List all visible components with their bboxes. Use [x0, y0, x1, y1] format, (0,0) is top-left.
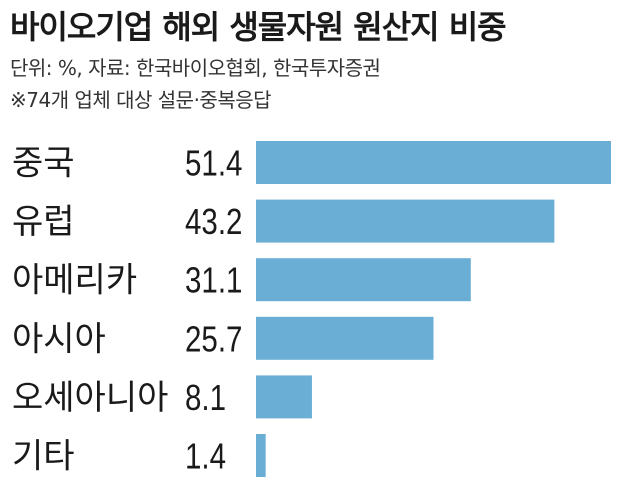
- value-label: 8.1: [185, 377, 226, 417]
- chart-subtitle-note: ※74개 업체 대상 설문·중복응답: [10, 88, 272, 112]
- bar: [256, 141, 611, 184]
- chart-title: 바이오기업 해외 생물자원 원산지 비중: [10, 8, 507, 46]
- value-label: 25.7: [185, 318, 242, 358]
- chart-subtitle-source: 단위: %, 자료: 한국바이오협회, 한국투자증권: [10, 56, 381, 80]
- category-label: 오세아니아: [12, 378, 168, 418]
- category-label: 기타: [12, 437, 75, 477]
- value-label: 1.4: [185, 436, 226, 476]
- category-label: 유럽: [12, 202, 75, 242]
- category-label: 중국: [12, 144, 75, 184]
- bar: [256, 316, 434, 360]
- bar: [256, 434, 266, 477]
- value-label: 43.2: [185, 201, 242, 241]
- bar: [256, 199, 555, 243]
- value-label: 31.1: [185, 260, 242, 300]
- value-label: 51.4: [185, 143, 242, 183]
- bar: [256, 258, 471, 302]
- category-label: 아메리카: [12, 261, 137, 301]
- category-label: 아시아: [12, 319, 106, 359]
- bar: [256, 375, 312, 419]
